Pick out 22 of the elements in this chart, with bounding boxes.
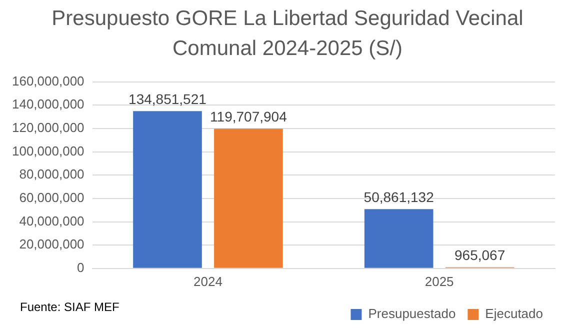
- x-tick-label: 2024: [194, 274, 222, 289]
- bar: [214, 128, 283, 268]
- y-tick-label: 40,000,000: [19, 213, 84, 228]
- x-tick-label: 2025: [424, 274, 454, 289]
- data-label: 134,851,521: [128, 90, 207, 107]
- chart-title: Presupuesto GORE La Libertad Seguridad Vecinal Comunal 2024-2025 (S/): [50, 6, 524, 62]
- y-tick-label: 140,000,000: [12, 96, 84, 112]
- y-tick-label: 100,000,000: [12, 143, 84, 158]
- data-label: 50,861,132: [364, 188, 434, 205]
- y-tick-label: 120,000,000: [12, 120, 84, 136]
- y-tick-label: 160,000,000: [12, 73, 84, 88]
- source-note: Fuente: SIAF MEF: [20, 300, 120, 314]
- y-tick-label: 60,000,000: [19, 190, 84, 206]
- bar: [133, 111, 202, 268]
- legend-label: Ejecutado: [485, 306, 544, 322]
- y-tick-label: 80,000,000: [19, 166, 84, 182]
- bar: [364, 209, 434, 268]
- legend-label: Presupuestado: [368, 306, 456, 322]
- data-label: 965,067: [454, 247, 506, 264]
- y-tick-label: 20,000,000: [19, 236, 84, 252]
- data-label: 119,707,904: [210, 108, 288, 125]
- y-tick-label: 0: [77, 260, 84, 275]
